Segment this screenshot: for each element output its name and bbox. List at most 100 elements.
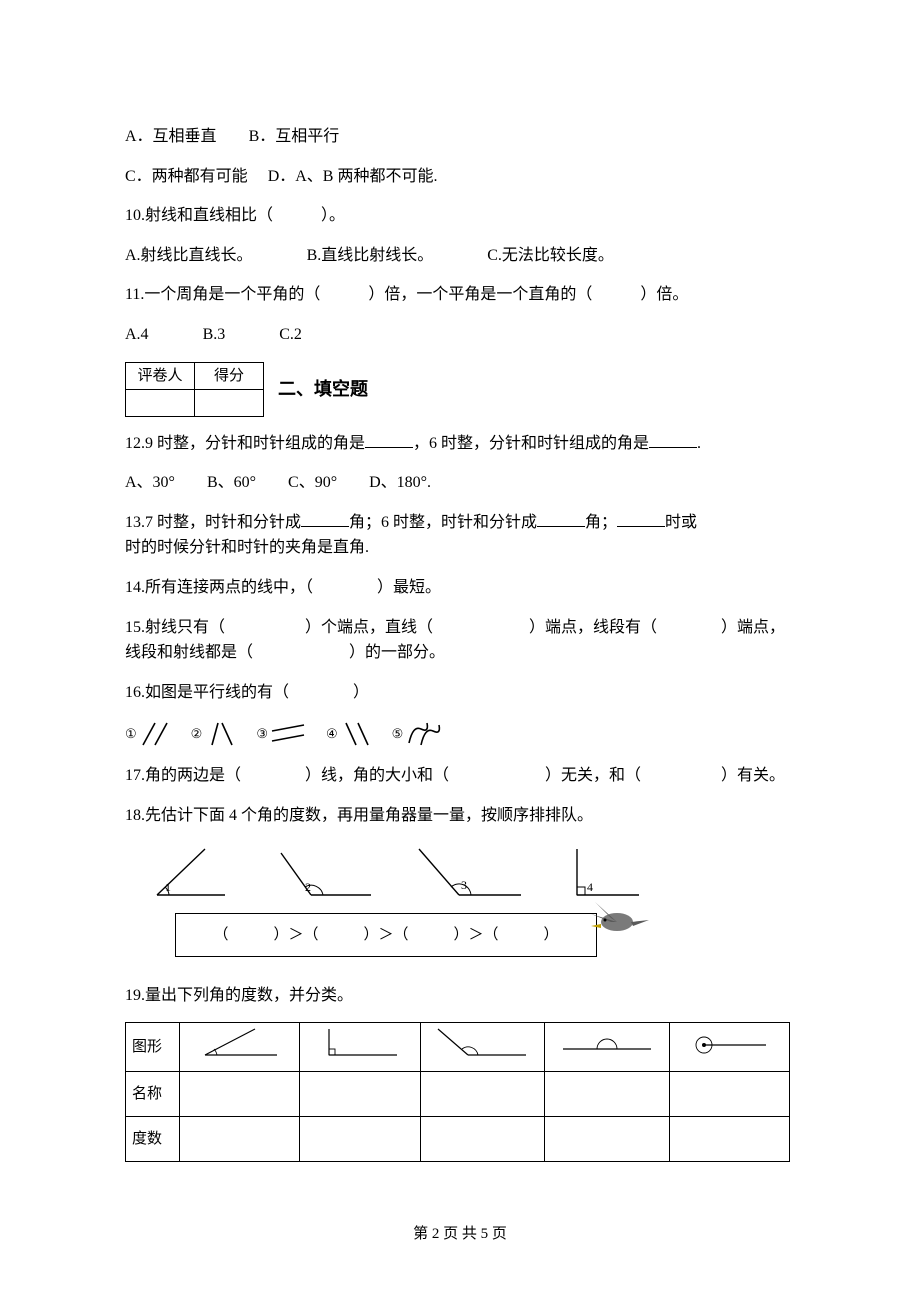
q10-stem: 10.射线和直线相比（ ）。 bbox=[125, 203, 795, 229]
grader-col2: 得分 bbox=[195, 362, 264, 389]
curved-parallel-icon bbox=[403, 719, 447, 749]
parallel-lines-icon bbox=[137, 719, 173, 749]
q16-label1: ① bbox=[125, 724, 137, 745]
q12-options: A、30° B、60° C、90° D、180°. bbox=[125, 470, 795, 496]
q10-a: A.射线比直线长。 bbox=[125, 247, 253, 264]
q16-figures: ① ② ③ ④ bbox=[125, 719, 795, 749]
q10-choices: A.射线比直线长。 B.直线比射线长。 C.无法比较长度。 bbox=[125, 243, 795, 269]
q19-stem: 19.量出下列角的度数，并分类。 bbox=[125, 983, 795, 1009]
q13-blank2[interactable] bbox=[537, 510, 585, 527]
angle-3-label: 3 bbox=[461, 878, 467, 892]
q13-a: 13.7 时整，时针和分针成 bbox=[125, 514, 301, 531]
q19-table: 图形 bbox=[125, 1022, 790, 1162]
q13-d: 时或 bbox=[665, 514, 697, 531]
q16-label5: ⑤ bbox=[392, 724, 404, 745]
q19-deg-5[interactable] bbox=[669, 1117, 789, 1162]
q19-hdr-name: 名称 bbox=[126, 1072, 180, 1117]
straight-angle-icon bbox=[557, 1025, 657, 1061]
q19-fig-cell-2 bbox=[300, 1023, 420, 1072]
q12-stem: 12.9 时整，分针和时针组成的角是 ，6 时整，分针和时针组成的角是. bbox=[125, 431, 795, 457]
parallel-lines-icon bbox=[338, 719, 374, 749]
q9-row1: A．互相垂直 B．互相平行 bbox=[125, 124, 795, 150]
q19-deg-3[interactable] bbox=[420, 1117, 545, 1162]
q18-order-line: （ ）＞（ ）＞（ ）＞（ ） bbox=[213, 923, 558, 947]
q13-blank3[interactable] bbox=[617, 510, 665, 527]
q13-blank1[interactable] bbox=[301, 510, 349, 527]
q13: 13.7 时整，时针和分针成 角；6 时整，时针和分针成 角； 时或 时的时候分针和时… bbox=[125, 510, 795, 561]
q10-b: B.直线比射线长。 bbox=[307, 247, 434, 264]
q13-c: 角； bbox=[585, 514, 617, 531]
q12-blank2[interactable] bbox=[649, 431, 697, 448]
q19-name-5[interactable] bbox=[669, 1072, 789, 1117]
q16-label4: ④ bbox=[326, 724, 338, 745]
bird-icon bbox=[581, 892, 651, 944]
q11-choices: A.4 B.3 C.2 bbox=[125, 322, 795, 348]
q16-stem: 16.如图是平行线的有（ ） bbox=[125, 680, 795, 706]
parallel-lines-icon bbox=[268, 719, 308, 749]
q19-deg-2[interactable] bbox=[300, 1117, 420, 1162]
q19-fig-cell-3 bbox=[420, 1023, 545, 1072]
q11-b: B.3 bbox=[203, 326, 226, 343]
q19-row-name: 名称 bbox=[126, 1072, 790, 1117]
q16-label2: ② bbox=[191, 724, 203, 745]
q9-row2: C．两种都有可能 D．A、B 两种都不可能. bbox=[125, 164, 795, 190]
q19-row-degree: 度数 bbox=[126, 1117, 790, 1162]
q14: 14.所有连接两点的线中，（ ）最短。 bbox=[125, 575, 795, 601]
q16-fig1: ① bbox=[125, 719, 173, 749]
q19-fig-cell-1 bbox=[179, 1023, 299, 1072]
q9-choice-d: D．A、B 两种都不可能. bbox=[268, 168, 438, 185]
q19-name-2[interactable] bbox=[300, 1072, 420, 1117]
q19-deg-1[interactable] bbox=[179, 1117, 299, 1162]
right-angle-icon bbox=[315, 1025, 405, 1061]
grader-blank2[interactable] bbox=[195, 389, 264, 416]
q16-fig3: ③ bbox=[256, 719, 308, 749]
grader-col1: 评卷人 bbox=[126, 362, 195, 389]
q19-name-3[interactable] bbox=[420, 1072, 545, 1117]
q13-e: 时的时候分针和时针的夹角是直角. bbox=[125, 539, 369, 556]
angle-1-label: 1 bbox=[165, 880, 171, 894]
grader-table: 评卷人 得分 bbox=[125, 362, 264, 417]
q12-c: . bbox=[697, 435, 701, 452]
q19-deg-4[interactable] bbox=[545, 1117, 670, 1162]
angle-1-icon: 1 bbox=[145, 843, 235, 903]
q12-blank1[interactable] bbox=[365, 431, 413, 448]
angle-3-icon: 3 bbox=[415, 843, 525, 903]
q19-hdr-degree: 度数 bbox=[126, 1117, 180, 1162]
angle-2-icon: 2 bbox=[275, 843, 375, 903]
q17: 17.角的两边是（ ）线，角的大小和（ ）无关，和（ ）有关。 bbox=[125, 763, 795, 789]
obtuse-angle-icon bbox=[432, 1025, 532, 1061]
q16-label3: ③ bbox=[256, 724, 268, 745]
page-footer: 第 2 页 共 5 页 bbox=[0, 1222, 920, 1246]
q13-b: 角；6 时整，时针和分针成 bbox=[349, 514, 537, 531]
q19-fig-cell-4 bbox=[545, 1023, 670, 1072]
q19-name-1[interactable] bbox=[179, 1072, 299, 1117]
q19-hdr-figure: 图形 bbox=[126, 1023, 180, 1072]
q19-fig-cell-5 bbox=[669, 1023, 789, 1072]
q9-choice-b: B．互相平行 bbox=[249, 128, 340, 145]
grader-blank1[interactable] bbox=[126, 389, 195, 416]
q18-order-box[interactable]: （ ）＞（ ）＞（ ）＞（ ） bbox=[175, 913, 597, 957]
q10-c: C.无法比较长度。 bbox=[487, 247, 614, 264]
q9-choice-c: C．两种都有可能 bbox=[125, 168, 248, 185]
q18-figures: 1 2 3 4 bbox=[145, 843, 795, 903]
angle-2-label: 2 bbox=[305, 880, 311, 894]
q19-row-figure: 图形 bbox=[126, 1023, 790, 1072]
q11-a: A.4 bbox=[125, 326, 149, 343]
q16-fig2: ② bbox=[191, 719, 239, 749]
q19-name-4[interactable] bbox=[545, 1072, 670, 1117]
q11-stem: 11.一个周角是一个平角的（ ）倍，一个平角是一个直角的（ ）倍。 bbox=[125, 282, 795, 308]
full-angle-icon bbox=[684, 1025, 774, 1061]
q18-stem: 18.先估计下面 4 个角的度数，再用量角器量一量，按顺序排排队。 bbox=[125, 803, 795, 829]
q9-choice-a: A．互相垂直 bbox=[125, 128, 217, 145]
section-2-title: 二、填空题 bbox=[278, 375, 368, 404]
page-content: A．互相垂直 B．互相平行 C．两种都有可能 D．A、B 两种都不可能. 10.… bbox=[0, 0, 920, 1302]
q12-b: ，6 时整，分针和时针组成的角是 bbox=[413, 435, 649, 452]
acute-angle-icon bbox=[195, 1025, 285, 1061]
q16-fig5: ⑤ bbox=[392, 719, 448, 749]
q15: 15.射线只有（ ）个端点，直线（ ）端点，线段有（ ）端点，线段和射线都是（ … bbox=[125, 615, 795, 666]
crossing-lines-icon bbox=[202, 719, 238, 749]
section-2-header: 评卷人 得分 二、填空题 bbox=[125, 362, 795, 417]
q16-fig4: ④ bbox=[326, 719, 374, 749]
q12-a: 12.9 时整，分针和时针组成的角是 bbox=[125, 435, 365, 452]
q11-c: C.2 bbox=[279, 326, 302, 343]
